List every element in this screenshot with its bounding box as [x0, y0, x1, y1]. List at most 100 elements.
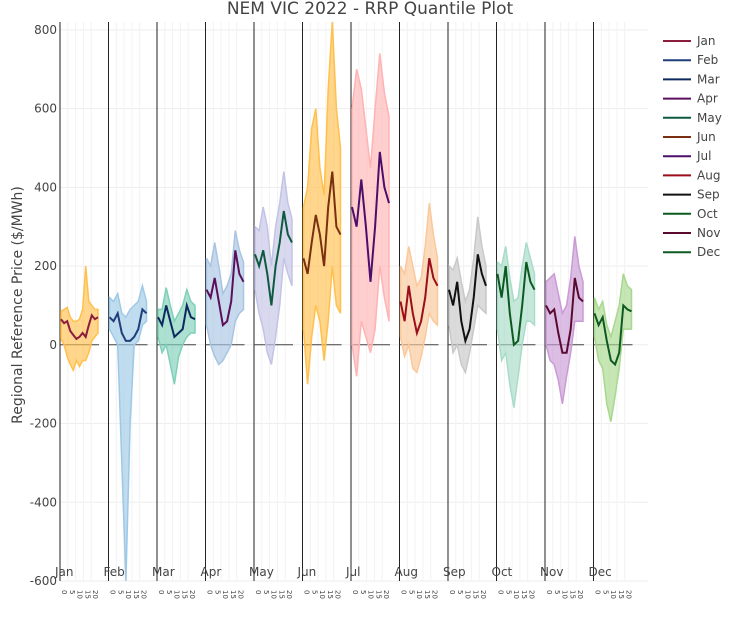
month-panel-aug: Aug 0 5 10 15 20: [395, 22, 439, 599]
hour-tick-label: 20: [576, 590, 584, 599]
month-panel-sep: Sep 0 5 10 15 20: [443, 22, 487, 599]
hour-tick-label: 5: [165, 590, 173, 594]
median-line-mar: [157, 301, 196, 339]
hour-tick-label: 0: [351, 590, 359, 594]
hour-tick-label: 20: [431, 590, 439, 599]
median-line-jun: [302, 171, 342, 275]
month-label: Nov: [540, 565, 563, 579]
hour-tick-label: 5: [553, 590, 561, 594]
month-panel-jan: Jan 0 5 10 15 20: [54, 22, 99, 599]
hour-tick-label: 20: [285, 590, 293, 599]
quantile-band-jun: [302, 21, 342, 385]
month-panel-may: May 0 5 10 15 20: [249, 22, 293, 599]
legend-label: Jan: [696, 34, 716, 48]
hour-tick-label: 10: [367, 590, 375, 599]
median-line-nov: [545, 277, 584, 354]
hour-tick-label: 0: [206, 590, 214, 594]
month-label: Aug: [395, 565, 418, 579]
month-panel-mar: Mar 0 5 10 15 20: [152, 22, 196, 599]
legend-item-sep[interactable]: Sep: [663, 188, 720, 202]
legend-label: May: [697, 111, 722, 125]
month-label: Feb: [104, 565, 125, 579]
legend-label: Aug: [697, 168, 720, 182]
quantile-band-may: [254, 171, 293, 365]
month-panel-apr: Apr 0 5 10 15 20: [201, 22, 245, 599]
month-panel-jul: Jul 0 5 10 15 20: [345, 22, 390, 599]
hour-tick-label: 20: [625, 590, 633, 599]
legend-item-feb[interactable]: Feb: [663, 53, 718, 67]
legend-item-jun[interactable]: Jun: [663, 130, 716, 144]
month-label: Jan: [54, 565, 74, 579]
hour-tick-label: 10: [76, 590, 84, 599]
legend-item-dec[interactable]: Dec: [663, 245, 720, 259]
legend-item-may[interactable]: May: [663, 111, 722, 125]
hour-tick-label: 0: [594, 590, 602, 594]
hour-tick-label: 0: [157, 590, 165, 594]
hour-tick-label: 20: [334, 590, 342, 599]
legend-item-nov[interactable]: Nov: [663, 226, 720, 240]
legend-item-apr[interactable]: Apr: [663, 92, 718, 106]
hour-tick-label: 10: [221, 590, 229, 599]
hour-tick-label: 10: [512, 590, 520, 599]
y-tick-label: -400: [30, 495, 57, 509]
hour-tick-label: 0: [400, 590, 408, 594]
month-panel-jun: Jun 0 5 10 15 20: [297, 21, 342, 599]
hour-tick-label: 5: [68, 590, 76, 594]
y-tick-labels: -600 -400 -200 0 200 400 600 800: [30, 23, 57, 588]
month-panel-feb: Feb 0 5 10 15 20: [104, 22, 148, 599]
hour-tick-label: 5: [116, 590, 124, 594]
hour-tick-label: 10: [270, 590, 278, 599]
hour-tick-label: 15: [374, 590, 382, 599]
legend-item-jan[interactable]: Jan: [663, 34, 716, 48]
hour-tick-label: 20: [140, 590, 148, 599]
legend-label: Apr: [697, 92, 718, 106]
legend-label: Sep: [697, 188, 720, 202]
hour-tick-label: 0: [254, 590, 262, 594]
month-label: Sep: [443, 565, 466, 579]
legend-item-aug[interactable]: Aug: [663, 168, 720, 182]
median-line-apr: [205, 250, 245, 328]
hour-tick-label: 5: [601, 590, 609, 594]
legend-item-mar[interactable]: Mar: [663, 72, 720, 86]
month-label: Mar: [152, 565, 175, 579]
month-panel-dec: Dec 0 5 10 15 20: [589, 22, 633, 599]
quantile-band-jan: [60, 266, 99, 373]
hour-tick-label: 10: [464, 590, 472, 599]
hour-tick-label: 20: [188, 590, 196, 599]
quantile-band-aug: [399, 203, 439, 374]
hour-tick-label: 0: [60, 590, 68, 594]
hour-tick-label: 5: [262, 590, 270, 594]
month-panel-nov: Nov 0 5 10 15 20: [540, 22, 584, 599]
legend-label: Oct: [697, 207, 718, 221]
legend-label: Nov: [697, 226, 720, 240]
legend[interactable]: Jan Feb Mar Apr May Jun Jul Aug Sep Oct Nov Dec: [663, 34, 722, 259]
hour-tick-label: 15: [568, 590, 576, 599]
median-line-oct: [496, 261, 536, 347]
legend-item-oct[interactable]: Oct: [663, 207, 718, 221]
month-panel-oct: Oct 0 5 10 15 20: [492, 22, 536, 599]
month-label: May: [249, 565, 274, 579]
legend-label: Dec: [697, 245, 720, 259]
y-tick-label: 600: [34, 102, 57, 116]
hour-tick-label: 20: [237, 590, 245, 599]
quantile-band-oct: [496, 242, 536, 408]
quantile-band-jul: [351, 53, 390, 377]
y-axis-label: Regional Reference Price ($/MWh): [10, 186, 26, 424]
hour-tick-label: 5: [504, 590, 512, 594]
hour-tick-label: 15: [277, 590, 285, 599]
median-line-sep: [448, 254, 487, 345]
hour-tick-label: 5: [407, 590, 415, 594]
y-tick-label: 0: [49, 338, 57, 352]
hour-tick-label: 20: [382, 590, 390, 599]
month-label: Dec: [589, 565, 612, 579]
median-line-jul: [351, 151, 390, 282]
hour-tick-label: 5: [359, 590, 367, 594]
legend-item-jul[interactable]: Jul: [663, 149, 711, 163]
hour-tick-label: 0: [545, 590, 553, 594]
quantile-band-feb: [108, 282, 148, 582]
month-label: Oct: [492, 565, 513, 579]
hour-tick-label: 10: [415, 590, 423, 599]
quantile-band-dec: [593, 273, 633, 422]
hour-tick-label: 15: [229, 590, 237, 599]
